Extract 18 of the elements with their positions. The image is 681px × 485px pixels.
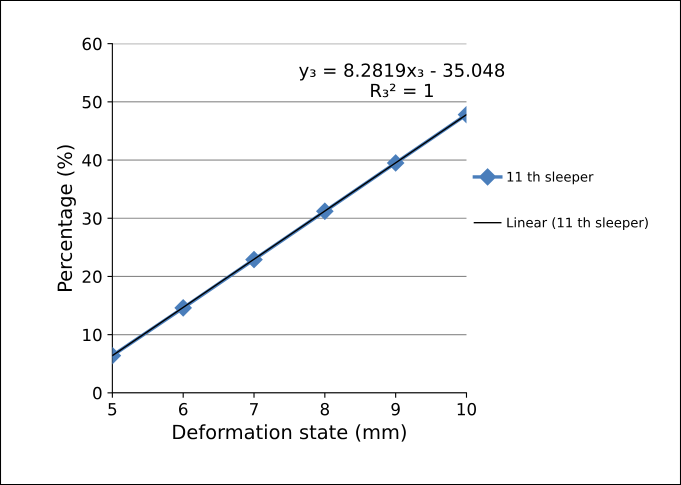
y-tick-label: 30 — [82, 212, 102, 225]
x-tick-label: 8 — [320, 402, 329, 416]
y-tick-label: 40 — [82, 154, 102, 167]
x-axis-title: Deformation state (mm) — [173, 424, 406, 442]
y-tick-label: 50 — [82, 96, 102, 108]
y-axis-title: Percentage (%) — [57, 145, 76, 291]
x-tick-label: 10 — [458, 402, 476, 416]
x-tick-label: 7 — [250, 403, 258, 416]
legend-label: Linear (11 th sleeper) — [507, 217, 648, 230]
annotation: y₃ = 8.2819x₃ - 35.048 R₃² = 1 — [299, 63, 504, 98]
x-tick-label: 6 — [179, 402, 188, 416]
y-tick-label: 20 — [82, 270, 102, 284]
legend-label: 11 th sleeper — [508, 172, 594, 184]
y-tick-label: 60 — [82, 38, 102, 50]
y-tick-label: 10 — [83, 328, 102, 342]
x-tick-label: 9 — [391, 402, 400, 416]
x-tick-label: 5 — [108, 403, 116, 416]
y-tick-label: 0 — [93, 386, 102, 400]
